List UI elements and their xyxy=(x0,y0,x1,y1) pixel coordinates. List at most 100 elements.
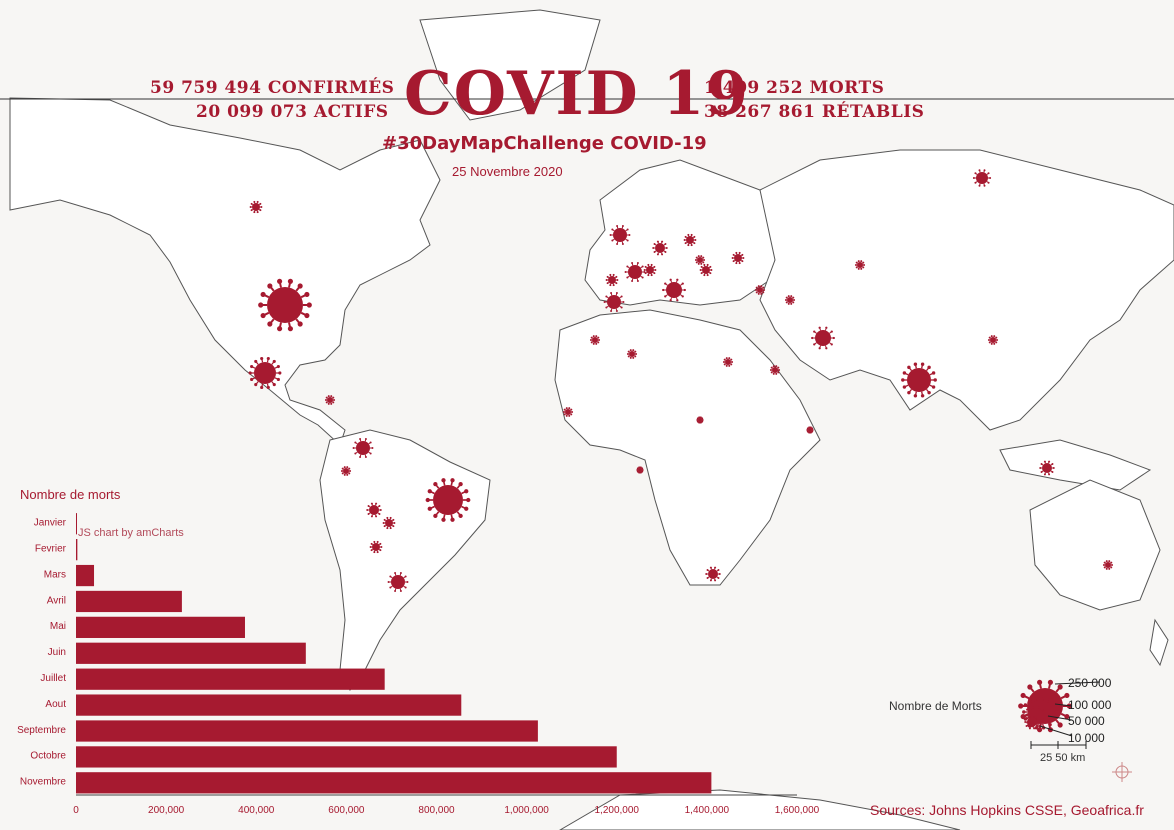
virus-marker-icon xyxy=(662,278,686,302)
date-label: 25 Novembre 2020 xyxy=(452,164,563,179)
virus-marker-icon xyxy=(901,362,937,398)
virus-marker-icon xyxy=(811,326,835,350)
asia xyxy=(759,149,1174,431)
virus-marker-icon xyxy=(1039,460,1055,476)
virus-marker-icon xyxy=(382,516,396,530)
category-label: Mai xyxy=(50,621,66,632)
scale-bar xyxy=(1030,741,1087,749)
x-tick-label: 1,200,000 xyxy=(595,805,640,816)
bar[interactable] xyxy=(76,564,95,587)
category-label: Octobre xyxy=(30,751,66,762)
bar[interactable] xyxy=(76,720,538,742)
virus-marker-icon xyxy=(683,233,697,247)
x-tick-label: 0 xyxy=(73,805,79,816)
bar[interactable] xyxy=(76,590,182,613)
virus-marker-icon xyxy=(987,335,999,345)
virus-marker-icon xyxy=(784,295,796,305)
virus-marker-icon xyxy=(636,466,644,474)
deaths-bar-chart: Janvier Fevrier Mars Avril Mai Juin Juillet Aou… xyxy=(17,513,820,816)
virus-marker-icon xyxy=(731,251,745,265)
bar[interactable] xyxy=(76,513,77,535)
virus-marker-icon xyxy=(806,426,814,434)
category-label: Janvier xyxy=(34,518,67,529)
legend-leader-line xyxy=(1054,703,1073,707)
bar[interactable] xyxy=(76,746,617,768)
legend-value: 10 000 xyxy=(1068,731,1105,745)
virus-marker-icon xyxy=(722,357,734,367)
scale-label: 25 50 km xyxy=(1040,752,1086,764)
active-count: 20 099 073 ACTIFS xyxy=(196,102,389,122)
subtitle: #30DayMapChallenge COVID-19 xyxy=(382,133,707,154)
new-zealand xyxy=(1149,618,1169,667)
virus-marker-icon xyxy=(854,260,866,270)
australia xyxy=(1029,479,1161,611)
recovered-count: 38 267 861 RÉTABLIS xyxy=(704,102,925,122)
bar[interactable] xyxy=(76,616,245,638)
category-label: Aout xyxy=(45,699,66,710)
category-label: Juillet xyxy=(40,673,66,684)
x-tick-label: 600,000 xyxy=(328,805,365,816)
x-tick-label: 200,000 xyxy=(148,805,185,816)
category-label: Juin xyxy=(48,647,66,658)
virus-marker-icon xyxy=(972,169,992,187)
southeast-asia-islands xyxy=(999,439,1152,491)
virus-marker-icon xyxy=(696,416,704,424)
virus-marker-icon xyxy=(694,255,706,265)
category-label: Avril xyxy=(47,595,66,606)
category-label: Septembre xyxy=(17,725,66,736)
virus-marker-icon xyxy=(249,200,263,214)
legend-markers xyxy=(1018,679,1101,737)
north-america xyxy=(9,97,441,446)
bar[interactable] xyxy=(76,694,462,716)
deaths-count: 1 409 252 MORTS xyxy=(704,78,885,98)
virus-marker-icon xyxy=(387,572,409,592)
virus-marker-icon xyxy=(1102,560,1114,570)
bar[interactable] xyxy=(76,642,306,664)
virus-marker-icon xyxy=(769,365,781,375)
sources-credit: Sources: Johns Hopkins CSSE, Geoafrica.f… xyxy=(870,802,1144,818)
virus-marker-icon xyxy=(603,292,625,312)
virus-marker-icon xyxy=(705,566,721,582)
legend-value: 50 000 xyxy=(1068,714,1105,728)
virus-marker-icon xyxy=(324,395,336,405)
virus-marker-icon xyxy=(699,263,713,277)
virus-marker-icon xyxy=(754,285,766,295)
x-tick-label: 400,000 xyxy=(238,805,275,816)
chart-title: Nombre de morts xyxy=(20,487,121,502)
legend-virus-icon xyxy=(1024,714,1040,730)
virus-marker-icon xyxy=(258,278,312,332)
virus-markers xyxy=(248,169,1114,592)
virus-marker-icon xyxy=(366,502,382,518)
virus-marker-icon xyxy=(609,225,631,245)
legend-value: 250 000 xyxy=(1068,676,1112,690)
bar[interactable] xyxy=(76,772,712,794)
virus-marker-icon xyxy=(643,263,657,277)
category-label: Novembre xyxy=(20,777,67,788)
bar[interactable] xyxy=(76,539,78,561)
legend-value: 100 000 xyxy=(1068,698,1112,712)
virus-marker-icon xyxy=(624,262,646,282)
virus-marker-icon xyxy=(562,407,574,417)
virus-marker-icon xyxy=(425,478,471,522)
x-tick-label: 1,600,000 xyxy=(775,805,820,816)
legend-leader-line xyxy=(1054,681,1101,685)
virus-marker-icon xyxy=(605,273,619,287)
virus-marker-icon xyxy=(369,540,383,554)
virus-marker-icon xyxy=(248,356,282,390)
page-title: COVID 19 xyxy=(404,59,750,129)
virus-marker-icon xyxy=(589,335,601,345)
chart-credit[interactable]: JS chart by amCharts xyxy=(78,527,184,539)
x-tick-label: 1,400,000 xyxy=(685,805,730,816)
confirmed-count: 59 759 494 CONFIRMÉS xyxy=(150,78,395,98)
category-label: Mars xyxy=(44,569,66,580)
virus-marker-icon xyxy=(652,240,668,256)
legend-leader-line xyxy=(1047,715,1073,721)
virus-marker-icon xyxy=(340,466,352,476)
compass-icon xyxy=(1112,762,1132,782)
category-label: Fevrier xyxy=(35,543,67,554)
bar[interactable] xyxy=(76,668,385,690)
virus-marker-icon xyxy=(352,438,374,458)
x-tick-label: 800,000 xyxy=(418,805,455,816)
greenland xyxy=(419,9,601,121)
legend-leader-line xyxy=(1039,725,1073,737)
